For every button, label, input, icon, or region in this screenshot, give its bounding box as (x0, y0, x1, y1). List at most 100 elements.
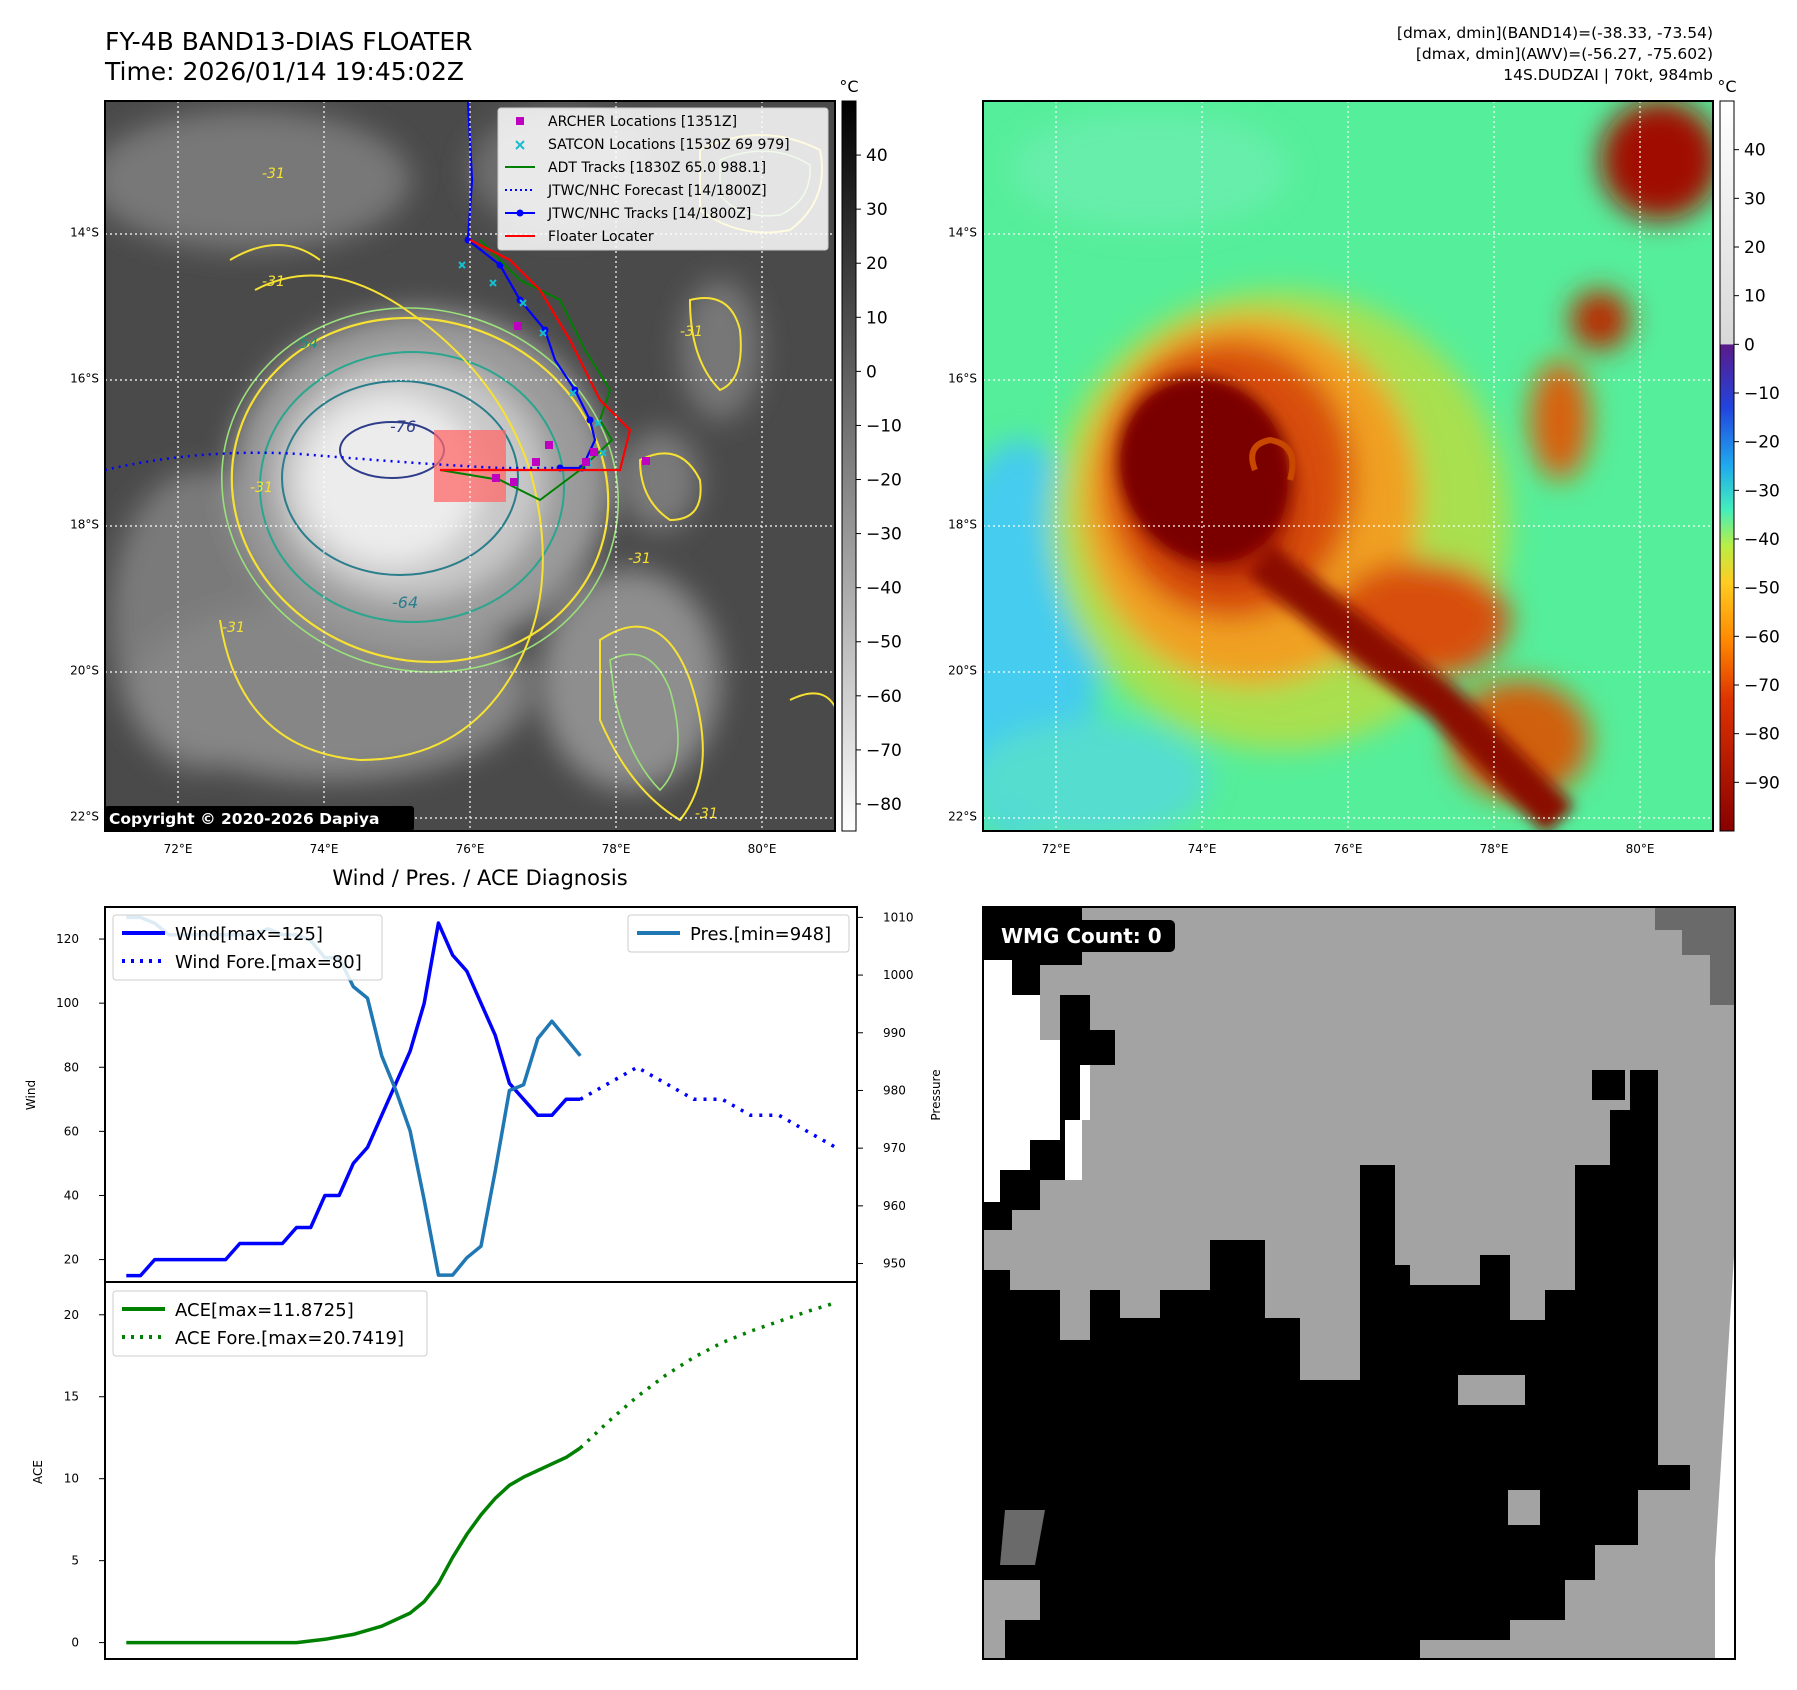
lat-tick-label: 18°S (70, 517, 99, 531)
lat-tick-label: 22°S (948, 809, 977, 823)
stats-band14: [dmax, dmin](BAND14)=(-38.33, -73.54) (1397, 24, 1713, 42)
wmg-gray-patch-a (1458, 1375, 1525, 1405)
y-tick-label: 5 (71, 1554, 79, 1568)
y-tick-label: 120 (56, 932, 79, 946)
awv-eye-swirl (1249, 436, 1296, 481)
lon-tick-label: 74°E (310, 842, 339, 856)
legend-label: Floater Locater (548, 229, 654, 245)
legend-entry-forecast: JTWC/NHC Forecast [14/1800Z] (505, 183, 767, 199)
legend-entry-satcon: SATCON Locations [1530Z 69 979] (515, 137, 790, 153)
ace-legend-label: ACE[max=11.8725] (175, 1300, 354, 1321)
y-tick-label: 20 (64, 1253, 79, 1267)
awv-colorbar-unit: °C (1717, 77, 1736, 96)
y-tick-label: 80 (64, 1060, 79, 1074)
colorbar-tick-label: −70 (866, 741, 902, 761)
legend-entry-archer: ARCHER Locations [1351Z] (516, 114, 737, 130)
contour-label: -31 (262, 166, 285, 182)
y-tick-label: 100 (56, 996, 79, 1010)
colorbar-tick-label: −40 (1744, 530, 1780, 550)
pressure-legend-label: Pres.[min=948] (690, 924, 831, 945)
contour-label: -31 (695, 806, 718, 822)
ace-chart: ACE 0 5 10 15 20 ACE[max=11.8725] ACE Fore.[… (31, 1281, 858, 1660)
colorbar-tick-label: 0 (866, 362, 877, 382)
wmg-gray-patch-b (1508, 1490, 1540, 1525)
colorbar-tick-label: −30 (866, 525, 902, 545)
lat-tick-label: 18°S (948, 517, 977, 531)
lat-tick-label: 14°S (70, 225, 99, 239)
lat-tick-label: 14°S (948, 225, 977, 239)
awv-colorbar-ticks: 40 30 20 10 0 −10 −20 −30 −40 −50 −60 −70 −80 −90 (1734, 141, 1780, 793)
contour-label: -31 (262, 274, 285, 290)
colorbar-tick-label: 40 (866, 146, 888, 166)
colorbar-tick-label: 40 (1744, 141, 1766, 161)
wmg-panel: WMG Count: 0 (982, 906, 1736, 1660)
lat-tick-label: 16°S (948, 371, 977, 385)
ir-colorbar-ticks: 40 30 20 10 0 −10 −20 −30 −40 −50 −60 −70 −80 (856, 146, 902, 815)
y-tick-label: 15 (64, 1390, 79, 1404)
colorbar-tick-label: 0 (1744, 335, 1755, 355)
colorbar-tick-label: 10 (866, 308, 888, 328)
copyright-badge (105, 806, 414, 831)
map-tick-labels: 14°S 16°S 18°S 20°S 22°S 72°E 74°E 76°E 78°E 80°E… (70, 225, 1654, 856)
colorbar-tick-label: 10 (1744, 287, 1766, 307)
y-tick-label: 20 (64, 1308, 79, 1322)
ir-frame (104, 100, 836, 832)
colorbar-tick-label: −30 (1744, 481, 1780, 501)
lon-tick-label: 76°E (1334, 842, 1363, 856)
y-tick-right-label: 980 (883, 1083, 906, 1097)
figure-title: FY-4B BAND13-DIAS FLOATER (105, 27, 473, 56)
archer-points (492, 322, 650, 486)
contour-label: -31 (680, 324, 703, 340)
wmg-dark-top-right (1655, 907, 1735, 1005)
figure-time: Time: 2026/01/14 19:45:02Z (104, 57, 464, 86)
colorbar-tick-label: −80 (1744, 725, 1780, 745)
satcon-marker-icon (515, 140, 525, 150)
legend-label: SATCON Locations [1530Z 69 979] (548, 137, 790, 153)
contour-label: -76 (390, 417, 416, 436)
y-tick-right-label: 1010 (883, 910, 914, 924)
ir-colorbar (841, 100, 857, 832)
lat-tick-label: 22°S (70, 809, 99, 823)
awv-frame (982, 100, 1714, 832)
y-tick-right-label: 950 (883, 1257, 906, 1271)
wmg-black-left-strip (983, 995, 1115, 1230)
awv-core (1105, 359, 1575, 831)
colorbar-tick-label: −20 (1744, 433, 1780, 453)
y-tick-right-label: 990 (883, 1026, 906, 1040)
legend-entry-jtwc: JTWC/NHC Tracks [14/1800Z] (505, 206, 751, 222)
ace-y-ticks: 0 5 10 15 20 (64, 1308, 105, 1650)
contour-label: -31 (628, 551, 651, 567)
jtwc-point-icon (516, 209, 524, 217)
wmg-white-right-edge (1715, 1240, 1735, 1659)
stats-awv: [dmax, dmin](AWV)=(-56.27, -75.602) (1416, 45, 1713, 63)
contour-label: -54 (295, 336, 318, 352)
wind-axis-label: Wind (24, 1080, 38, 1110)
y-tick-label: 60 (64, 1124, 79, 1138)
awv-gridlines (983, 101, 1713, 831)
legend-label: ARCHER Locations [1351Z] (548, 114, 737, 130)
lon-tick-label: 80°E (1626, 842, 1655, 856)
legend-frame (497, 107, 829, 251)
lon-tick-label: 72°E (164, 842, 193, 856)
ace-line (126, 1446, 582, 1645)
wind-y-ticks: 20 40 60 80 100 120 (56, 932, 105, 1267)
colorbar-tick-label: −40 (866, 579, 902, 599)
floater-track (440, 239, 632, 472)
legend-label: JTWC/NHC Tracks [14/1800Z] (547, 206, 751, 222)
wind-legend-label: Wind[max=125] (175, 924, 323, 945)
ace-forecast-line (579, 1301, 837, 1450)
lon-tick-label: 76°E (456, 842, 485, 856)
colorbar-tick-label: −80 (866, 795, 902, 815)
ace-chart-series (126, 1301, 837, 1645)
colorbar-tick-label: −50 (866, 633, 902, 653)
ir-colorbar-unit: °C (839, 77, 858, 96)
legend-entry-floater: Floater Locater (505, 229, 654, 245)
satcon-points (458, 261, 607, 467)
wmg-gray-left-bottom (983, 1580, 1040, 1659)
copyright-text: Copyright © 2020-2026 Dapiya (109, 810, 379, 828)
legend-label: JTWC/NHC Forecast [14/1800Z] (547, 183, 767, 199)
chart-title: Wind / Pres. / ACE Diagnosis (332, 866, 627, 890)
colorbar-tick-label: −60 (1744, 627, 1780, 647)
contour-label: -31 (222, 620, 245, 636)
lon-tick-label: 80°E (748, 842, 777, 856)
